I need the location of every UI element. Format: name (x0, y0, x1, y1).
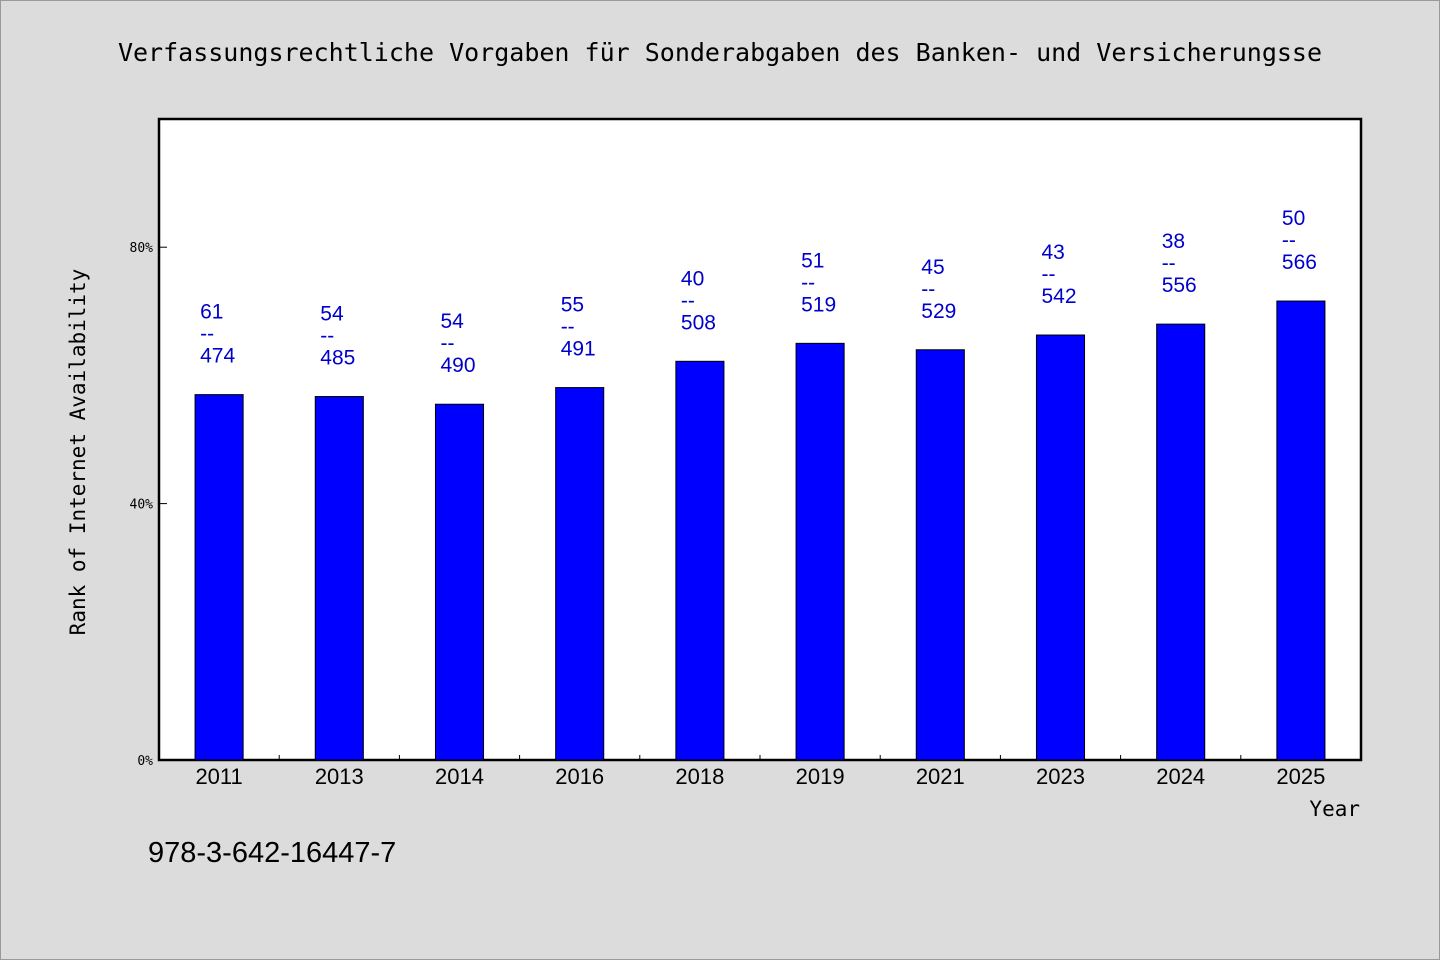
data-label-bottom-2011: 474 (200, 345, 235, 368)
bar-2014 (434, 403, 485, 761)
x-tick-label-2018: 2018 (675, 764, 724, 789)
data-label-bottom-2018: 508 (681, 311, 716, 334)
y-tick-label-40: 40% (130, 498, 154, 513)
data-label-bottom-2016: 491 (561, 338, 596, 361)
data-label-top-2023: 43 (1042, 241, 1065, 264)
data-label-bottom-2014: 490 (441, 354, 476, 377)
data-label-sep-2013: -- (320, 325, 334, 348)
bar-2021 (915, 349, 965, 761)
data-label-top-2021: 45 (921, 256, 944, 279)
x-axis-label: Year (1309, 797, 1360, 821)
y-tick-label-0: 0% (137, 754, 153, 769)
data-label-sep-2011: -- (200, 323, 214, 346)
x-tick-label-2016: 2016 (555, 764, 604, 789)
bar-2018 (675, 360, 725, 761)
data-label-sep-2018: -- (681, 289, 695, 312)
bar-2025 (1276, 300, 1326, 761)
data-label-bottom-2013: 485 (320, 347, 355, 370)
data-label-top-2011: 61 (200, 301, 223, 324)
data-label-top-2018: 40 (681, 267, 704, 290)
data-label-sep-2019: -- (801, 271, 815, 294)
data-label-sep-2016: -- (561, 316, 575, 339)
data-label-bottom-2025: 566 (1282, 251, 1317, 274)
x-tick-label-2014: 2014 (435, 764, 484, 789)
data-label-top-2016: 55 (561, 294, 584, 317)
x-tick-label-2013: 2013 (315, 764, 364, 789)
data-label-sep-2024: -- (1162, 252, 1176, 275)
x-tick-label-2011: 2011 (195, 764, 242, 789)
data-label-sep-2023: -- (1042, 263, 1056, 286)
data-label-sep-2021: -- (921, 278, 935, 301)
data-label-bottom-2024: 556 (1162, 274, 1197, 297)
x-axis-ticks: 2011 2013 2014 2016 2018 2019 2021 2023 2024 2025 (195, 755, 1325, 789)
bar-2016 (555, 387, 605, 761)
data-label-top-2025: 50 (1282, 207, 1305, 230)
x-tick-label-2023: 2023 (1036, 764, 1085, 789)
bar-2024 (1156, 323, 1206, 761)
x-tick-label-2025: 2025 (1276, 764, 1325, 789)
data-labels-layer: 61--47454--48554--49055--49140--50851--5… (200, 207, 1317, 377)
bar-2013 (314, 396, 364, 761)
y-axis-ticks: 0% 40% 80% (130, 241, 167, 769)
y-tick-label-80: 80% (130, 241, 154, 256)
chart-title: Verfassungsrechtliche Vorgaben für Sonde… (118, 38, 1322, 67)
x-tick-label-2019: 2019 (796, 764, 845, 789)
data-label-bottom-2023: 542 (1042, 285, 1077, 308)
x-tick-label-2021: 2021 (916, 764, 965, 789)
bar-2011 (194, 394, 244, 761)
footer-isbn: 978-3-642-16447-7 (148, 837, 396, 869)
data-label-sep-2014: -- (441, 332, 455, 355)
data-label-sep-2025: -- (1282, 229, 1296, 252)
data-label-top-2024: 38 (1162, 230, 1185, 253)
data-label-top-2019: 51 (801, 249, 824, 272)
data-label-bottom-2021: 529 (921, 300, 956, 323)
bar-2023 (1035, 334, 1086, 761)
data-label-bottom-2019: 519 (801, 293, 836, 316)
data-label-top-2013: 54 (320, 303, 344, 326)
bars-layer (194, 300, 1326, 761)
x-tick-label-2024: 2024 (1156, 764, 1205, 789)
bar-2019 (795, 342, 845, 761)
data-label-top-2014: 54 (441, 310, 465, 333)
y-axis-label: Rank of Internet Availability (66, 269, 90, 636)
